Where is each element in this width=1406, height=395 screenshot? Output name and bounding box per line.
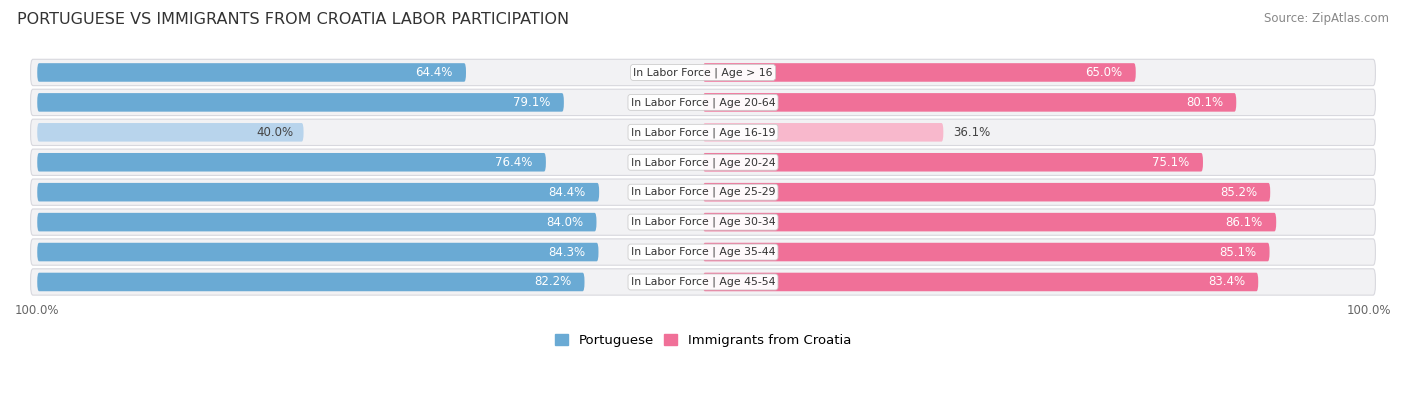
FancyBboxPatch shape [31,239,1375,265]
Text: In Labor Force | Age 30-34: In Labor Force | Age 30-34 [631,217,775,228]
Text: 40.0%: 40.0% [256,126,294,139]
Text: 80.1%: 80.1% [1185,96,1223,109]
FancyBboxPatch shape [37,213,596,231]
FancyBboxPatch shape [31,89,1375,116]
FancyBboxPatch shape [37,123,304,141]
Text: 84.3%: 84.3% [548,246,585,259]
FancyBboxPatch shape [31,149,1375,175]
FancyBboxPatch shape [37,273,585,291]
Text: In Labor Force | Age 20-24: In Labor Force | Age 20-24 [631,157,775,167]
FancyBboxPatch shape [37,183,599,201]
FancyBboxPatch shape [31,119,1375,145]
FancyBboxPatch shape [31,179,1375,205]
Text: 75.1%: 75.1% [1153,156,1189,169]
Text: In Labor Force | Age 16-19: In Labor Force | Age 16-19 [631,127,775,137]
FancyBboxPatch shape [703,273,1258,291]
Text: 65.0%: 65.0% [1085,66,1122,79]
Text: In Labor Force | Age 35-44: In Labor Force | Age 35-44 [631,247,775,257]
Text: In Labor Force | Age 45-54: In Labor Force | Age 45-54 [631,277,775,287]
Legend: Portuguese, Immigrants from Croatia: Portuguese, Immigrants from Croatia [554,334,852,347]
FancyBboxPatch shape [703,93,1236,112]
Text: 64.4%: 64.4% [415,66,453,79]
Text: 83.4%: 83.4% [1208,275,1244,288]
Text: 84.4%: 84.4% [548,186,586,199]
FancyBboxPatch shape [37,243,599,261]
Text: In Labor Force | Age 25-29: In Labor Force | Age 25-29 [631,187,775,198]
FancyBboxPatch shape [31,209,1375,235]
Text: 76.4%: 76.4% [495,156,533,169]
FancyBboxPatch shape [703,153,1204,171]
FancyBboxPatch shape [37,63,465,82]
FancyBboxPatch shape [31,59,1375,86]
Text: 82.2%: 82.2% [534,275,571,288]
FancyBboxPatch shape [703,63,1136,82]
Text: In Labor Force | Age > 16: In Labor Force | Age > 16 [633,67,773,78]
Text: 85.2%: 85.2% [1220,186,1257,199]
Text: Source: ZipAtlas.com: Source: ZipAtlas.com [1264,12,1389,25]
Text: In Labor Force | Age 20-64: In Labor Force | Age 20-64 [631,97,775,108]
FancyBboxPatch shape [703,213,1277,231]
FancyBboxPatch shape [37,93,564,112]
FancyBboxPatch shape [703,123,943,141]
Text: 79.1%: 79.1% [513,96,551,109]
FancyBboxPatch shape [703,243,1270,261]
Text: 36.1%: 36.1% [953,126,991,139]
Text: 85.1%: 85.1% [1219,246,1256,259]
FancyBboxPatch shape [703,183,1270,201]
Text: 86.1%: 86.1% [1226,216,1263,229]
FancyBboxPatch shape [31,269,1375,295]
Text: PORTUGUESE VS IMMIGRANTS FROM CROATIA LABOR PARTICIPATION: PORTUGUESE VS IMMIGRANTS FROM CROATIA LA… [17,12,569,27]
FancyBboxPatch shape [37,153,546,171]
Text: 84.0%: 84.0% [546,216,583,229]
